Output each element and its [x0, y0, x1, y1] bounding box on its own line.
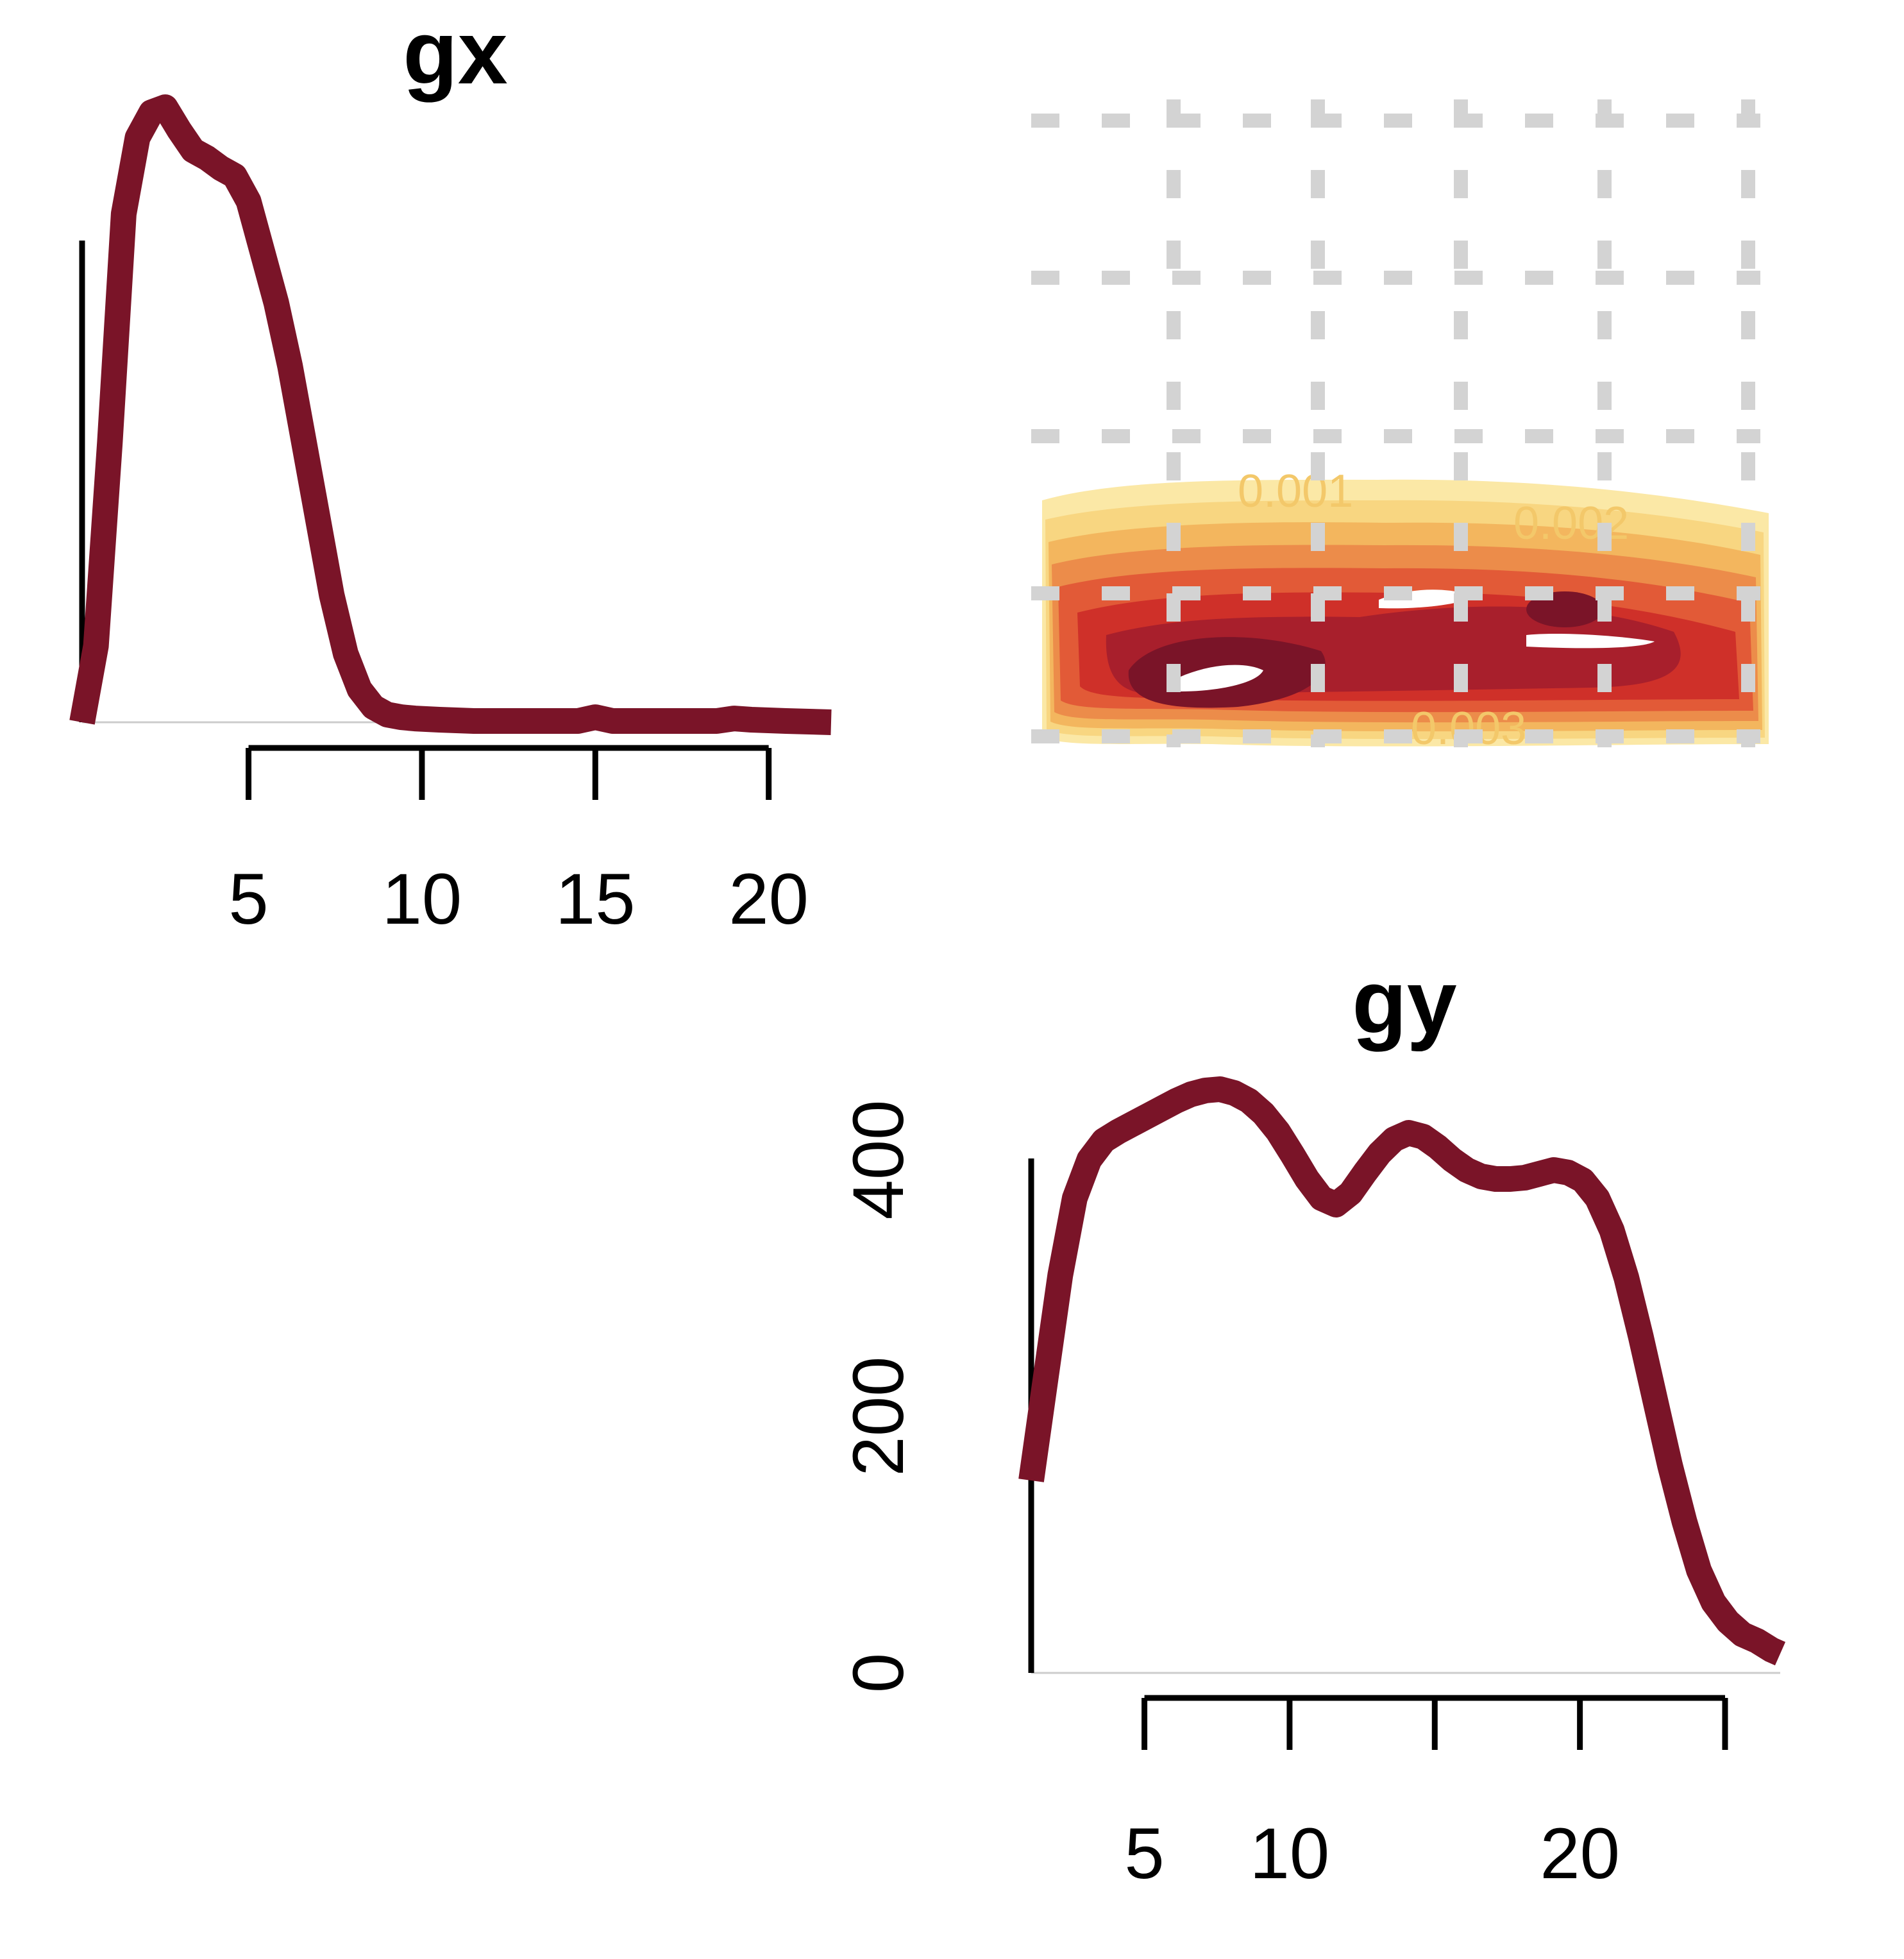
- gx-x-tick-label: 10: [382, 859, 462, 939]
- panel-gx-title: gx: [403, 2, 507, 103]
- gy-y-tick-label: 400: [838, 1100, 918, 1220]
- contour-label-0002: 0.002: [1513, 498, 1629, 549]
- gy-density-line: [1018, 1076, 1786, 1666]
- contour-hole-main: [1174, 665, 1263, 691]
- contour-hole-right: [1526, 634, 1655, 649]
- gx-density-line: [69, 94, 832, 735]
- panel-gx: gx 5 10 15 20: [69, 2, 832, 939]
- gy-y-tick-label: 200: [838, 1357, 918, 1477]
- gy-x-tick-label: 5: [1124, 1813, 1164, 1894]
- gy-x-tick-label: 10: [1250, 1813, 1330, 1894]
- panel-gy: gy 0 200 400 5 10 20: [838, 951, 1786, 1894]
- gx-x-tick-label: 5: [228, 859, 268, 939]
- gx-x-axis: 5 10 15 20: [228, 745, 809, 939]
- gy-y-tick-label: 0: [838, 1653, 918, 1693]
- gx-x-tick-label: 20: [729, 859, 809, 939]
- gridlines: [1031, 99, 1760, 747]
- gy-y-axis-labels: 0 200 400: [838, 1100, 918, 1693]
- panel-gy-title: gy: [1352, 951, 1457, 1052]
- gy-x-axis: 5 10 20: [1124, 1695, 1728, 1894]
- contour-label-0003: 0.003: [1411, 703, 1526, 754]
- gy-x-tick-label: 20: [1540, 1813, 1620, 1894]
- contour-label-0001: 0.001: [1238, 466, 1353, 517]
- gx-x-tick-label: 15: [555, 859, 636, 939]
- panel-joint-contour: 0.001 0.002 0.003: [1031, 99, 1769, 754]
- contour-bands: [1042, 479, 1769, 747]
